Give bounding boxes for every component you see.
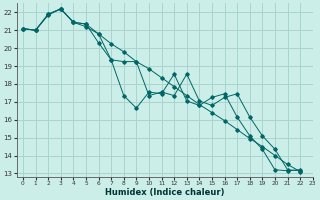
X-axis label: Humidex (Indice chaleur): Humidex (Indice chaleur)	[105, 188, 224, 197]
